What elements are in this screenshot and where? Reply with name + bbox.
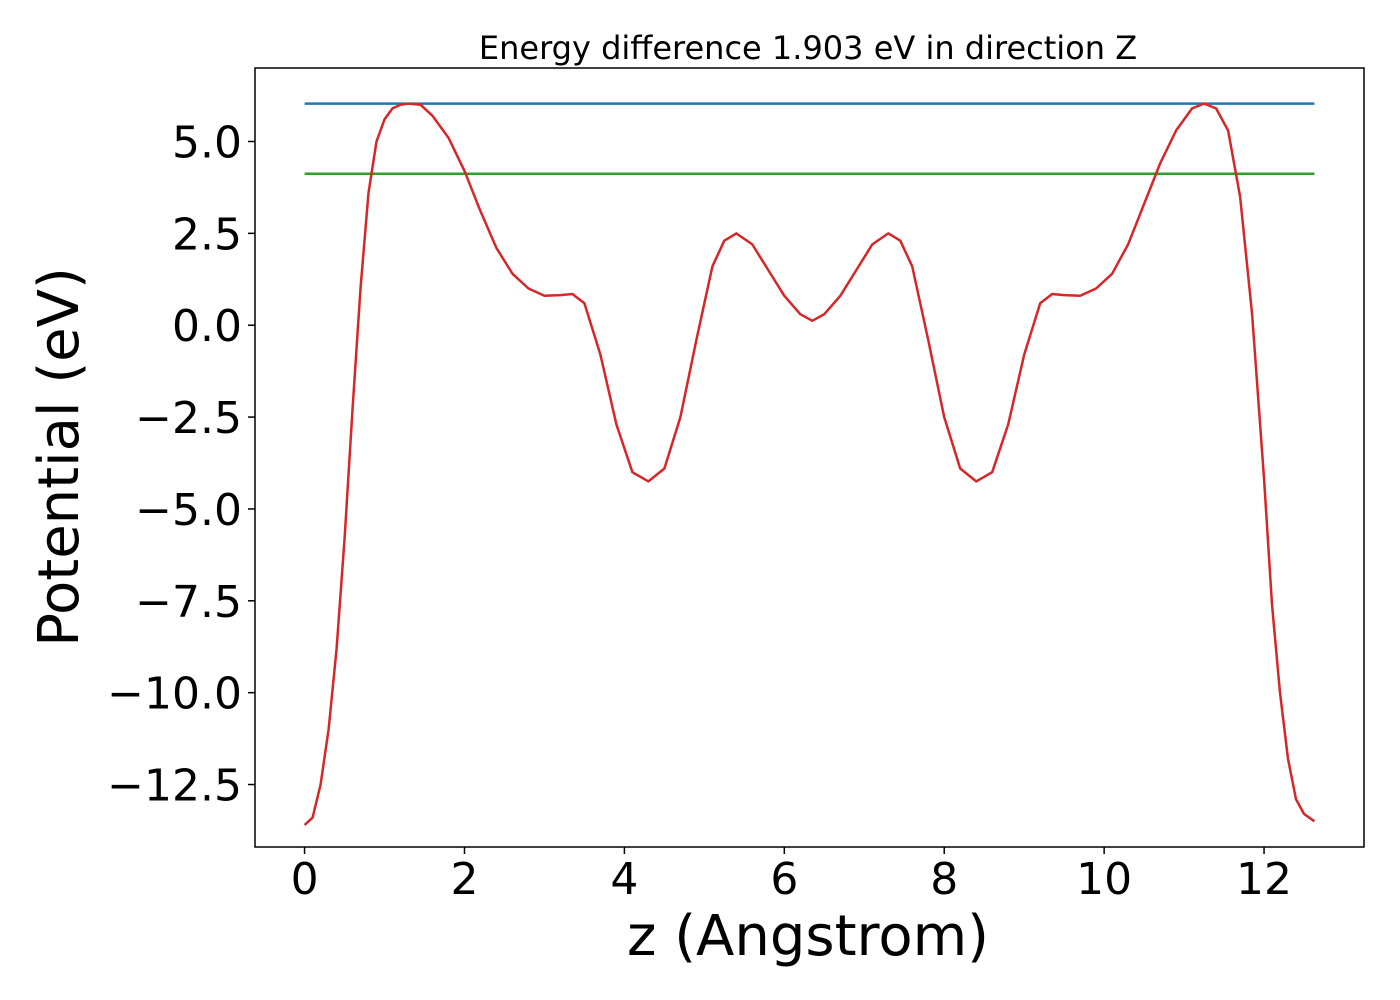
x-tick-label: 8: [930, 854, 958, 905]
chart-title: Energy difference 1.903 eV in direction …: [479, 29, 1137, 67]
y-tick-label: −2.5: [135, 393, 242, 444]
x-tick-label: 2: [450, 854, 478, 905]
x-axis-ticks: 0 2 4 6 8 10 12: [291, 847, 1292, 905]
y-tick-label: −10.0: [107, 669, 242, 720]
y-tick-label: −7.5: [135, 577, 242, 628]
x-tick-label: 12: [1236, 854, 1292, 905]
y-axis-ticks: 5.0 2.5 0.0 −2.5 −5.0 −7.5 −10.0 −12.5: [107, 117, 255, 812]
x-tick-label: 4: [610, 854, 638, 905]
series-group: [303, 102, 1316, 826]
x-tick-label: 6: [770, 854, 798, 905]
x-axis-label: z (Angstrom): [627, 904, 989, 969]
x-tick-label: 0: [291, 854, 319, 905]
y-tick-label: 5.0: [172, 117, 242, 168]
potential-curve: [303, 102, 1316, 826]
y-tick-label: −12.5: [107, 761, 242, 812]
x-tick-label: 10: [1076, 854, 1132, 905]
y-tick-label: −5.0: [135, 485, 242, 536]
y-axis-label: Potential (eV): [27, 267, 92, 647]
axes-frame: [254, 67, 1365, 848]
y-tick-label: 2.5: [172, 209, 242, 260]
plot-area: [254, 67, 1365, 848]
y-tick-label: 0.0: [172, 301, 242, 352]
